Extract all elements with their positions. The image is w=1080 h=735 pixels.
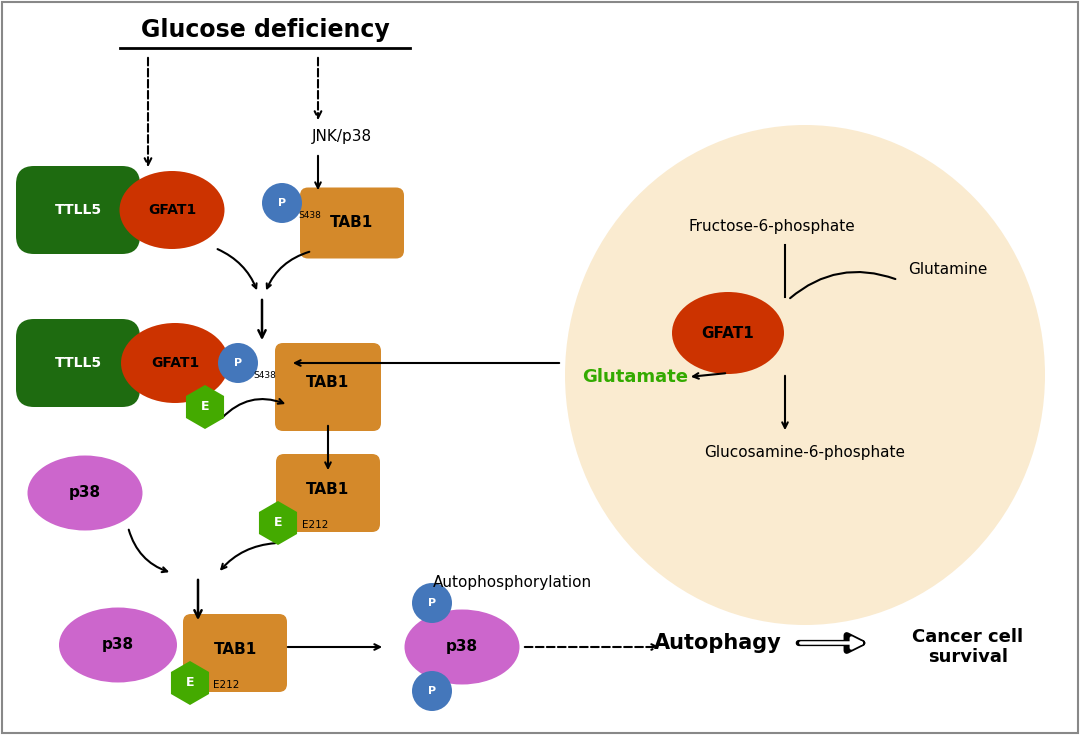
FancyBboxPatch shape [183,614,287,692]
Text: TAB1: TAB1 [307,481,350,497]
Ellipse shape [672,292,784,374]
Ellipse shape [27,456,143,531]
Circle shape [262,183,302,223]
Polygon shape [186,385,224,429]
Text: Glucosamine-6-phosphate: Glucosamine-6-phosphate [704,445,905,461]
Text: P: P [278,198,286,208]
Text: S438: S438 [254,371,276,381]
Text: Glutamate: Glutamate [582,368,688,386]
Text: JNK/p38: JNK/p38 [312,129,373,145]
Text: TTLL5: TTLL5 [54,356,102,370]
Text: TAB1: TAB1 [307,376,350,390]
Text: p38: p38 [102,637,134,653]
Text: S438: S438 [298,212,322,220]
Text: TAB1: TAB1 [330,215,374,231]
Text: GFAT1: GFAT1 [151,356,199,370]
Ellipse shape [405,609,519,684]
Text: E: E [186,676,194,689]
Text: P: P [234,358,242,368]
Text: E: E [201,401,210,414]
FancyBboxPatch shape [276,454,380,532]
Text: p38: p38 [446,639,478,654]
Text: E212: E212 [301,520,328,530]
Circle shape [218,343,258,383]
Circle shape [411,671,453,711]
Polygon shape [171,661,210,705]
Ellipse shape [120,171,225,249]
Text: P: P [428,598,436,608]
Text: TTLL5: TTLL5 [54,203,102,217]
Text: GFAT1: GFAT1 [702,326,754,340]
Text: TAB1: TAB1 [214,642,257,656]
Text: Glutamine: Glutamine [908,262,987,278]
Ellipse shape [121,323,229,403]
Text: Cancer cell
survival: Cancer cell survival [913,628,1024,667]
Text: Fructose-6-phosphate: Fructose-6-phosphate [689,220,855,234]
Text: Autophagy: Autophagy [654,633,782,653]
Text: Autophosphorylation: Autophosphorylation [432,576,592,590]
Text: E: E [273,517,282,529]
Polygon shape [259,501,297,545]
Text: E212: E212 [213,680,239,690]
FancyBboxPatch shape [16,319,140,407]
Text: Glucose deficiency: Glucose deficiency [140,18,390,42]
Text: P: P [428,686,436,696]
FancyBboxPatch shape [275,343,381,431]
Text: p38: p38 [69,486,102,501]
FancyBboxPatch shape [16,166,140,254]
FancyBboxPatch shape [300,187,404,259]
Text: GFAT1: GFAT1 [148,203,197,217]
Ellipse shape [565,125,1045,625]
Circle shape [411,583,453,623]
Ellipse shape [59,608,177,683]
